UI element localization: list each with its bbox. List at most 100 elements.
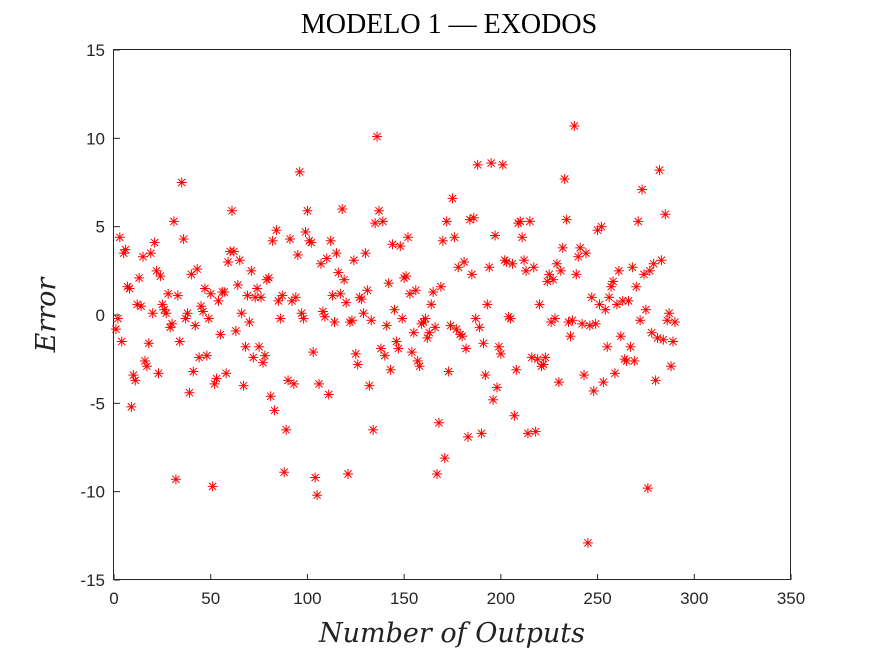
- data-point: [112, 313, 123, 324]
- data-point: [379, 350, 390, 361]
- data-point: [132, 299, 143, 310]
- plot-frame: [113, 49, 791, 580]
- data-point: [290, 292, 301, 303]
- data-point: [155, 271, 166, 282]
- data-point: [598, 377, 609, 388]
- data-point: [300, 226, 311, 237]
- data-point: [190, 320, 201, 331]
- data-point: [410, 285, 421, 296]
- data-point: [432, 469, 443, 479]
- y-axis: -15 -10 -5 0 5 10 15: [80, 41, 120, 590]
- data-point: [310, 472, 321, 483]
- data-series: [110, 120, 680, 548]
- data-point: [213, 295, 224, 306]
- data-point: [519, 255, 530, 266]
- data-point: [285, 234, 296, 245]
- data-point: [372, 131, 383, 142]
- data-point: [435, 281, 446, 292]
- data-point: [490, 230, 501, 241]
- data-point: [176, 177, 187, 188]
- data-point: [203, 313, 214, 324]
- data-point: [226, 205, 237, 216]
- data-point: [461, 343, 472, 354]
- data-point: [366, 315, 377, 326]
- data-point: [488, 394, 499, 405]
- data-point: [625, 341, 636, 352]
- data-point: [414, 361, 425, 372]
- data-point: [629, 355, 640, 366]
- data-point: [478, 338, 489, 349]
- data-point: [401, 271, 412, 282]
- data-point: [449, 232, 460, 243]
- data-point: [548, 274, 559, 285]
- data-point: [230, 325, 241, 336]
- data-point: [600, 304, 611, 315]
- data-point: [273, 295, 284, 306]
- data-point: [447, 193, 458, 204]
- data-point: [517, 232, 528, 243]
- data-point: [114, 232, 125, 243]
- data-point: [443, 366, 454, 377]
- data-point: [515, 216, 526, 227]
- data-point: [170, 474, 181, 485]
- data-point: [596, 221, 607, 232]
- data-point: [257, 357, 268, 368]
- data-point: [337, 204, 348, 214]
- data-point: [404, 288, 415, 299]
- data-point: [658, 334, 669, 345]
- data-point: [323, 389, 334, 400]
- data-point: [145, 248, 156, 259]
- data-point: [573, 251, 584, 262]
- data-point: [457, 331, 468, 342]
- data-point: [403, 232, 414, 243]
- data-point: [201, 350, 212, 361]
- data-point: [205, 288, 216, 299]
- data-point: [540, 352, 551, 363]
- data-point: [138, 251, 149, 262]
- data-point: [358, 308, 369, 319]
- data-point: [339, 274, 350, 285]
- data-point: [248, 352, 259, 363]
- data-point: [219, 287, 230, 298]
- data-point: [662, 315, 673, 326]
- data-point: [364, 380, 375, 391]
- data-point: [306, 237, 317, 248]
- data-point: [656, 255, 667, 266]
- data-point: [269, 405, 280, 416]
- data-point: [395, 241, 406, 252]
- y-tick-label: -10: [80, 483, 105, 502]
- data-point: [445, 320, 456, 331]
- data-point: [161, 308, 172, 319]
- data-point: [321, 253, 332, 264]
- data-point: [350, 348, 361, 359]
- data-point: [362, 285, 373, 296]
- data-point: [561, 214, 572, 225]
- x-axis-label: Number of Outputs: [318, 618, 585, 649]
- data-point: [623, 295, 634, 306]
- data-point: [271, 225, 282, 236]
- data-point: [172, 290, 183, 301]
- data-point: [298, 313, 309, 324]
- data-point: [441, 216, 452, 227]
- data-point: [635, 315, 646, 326]
- x-tick-label: 50: [201, 589, 220, 608]
- data-point: [182, 308, 193, 319]
- data-point: [356, 294, 367, 305]
- data-point: [312, 490, 323, 501]
- data-point: [167, 318, 178, 329]
- data-point: [466, 269, 477, 280]
- data-point: [608, 276, 619, 287]
- data-point: [553, 377, 564, 388]
- data-point: [615, 331, 626, 342]
- data-point: [439, 453, 450, 464]
- data-point: [215, 329, 226, 340]
- data-point: [476, 428, 487, 439]
- data-point: [116, 336, 127, 347]
- y-tick-label: -5: [90, 394, 105, 413]
- data-point: [611, 299, 622, 310]
- data-point: [505, 313, 516, 324]
- data-point: [654, 165, 665, 176]
- data-point: [528, 262, 539, 273]
- y-tick-label: 5: [96, 218, 105, 237]
- data-point: [352, 359, 363, 370]
